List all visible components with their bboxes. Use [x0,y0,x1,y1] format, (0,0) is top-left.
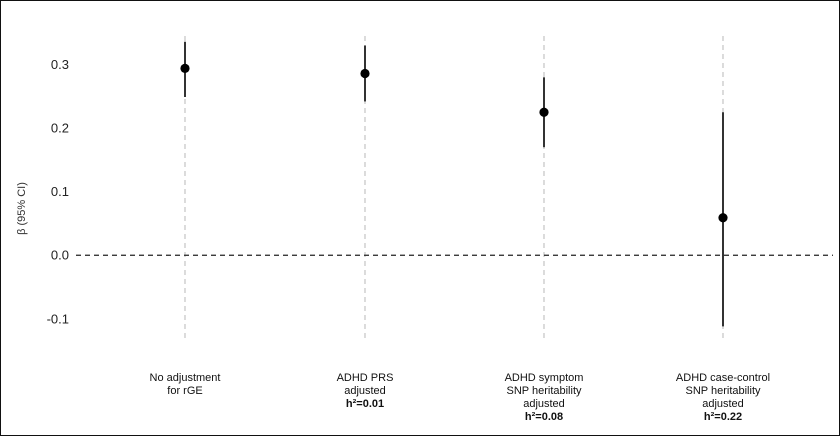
estimate-point [360,68,370,79]
x-category-label-line: adjusted [344,385,386,397]
y-tick-label: 0.2 [51,121,69,136]
x-category-label-line: ADHD symptom [504,372,584,384]
x-category-label-line: No adjustment [149,372,221,384]
heritability-label: h²=0.22 [703,411,743,423]
x-category-label: No adjustment for rGE [110,372,260,398]
heritability-label: h²=0.01 [345,398,385,410]
x-category-label-line: SNP heritability [506,385,582,397]
y-axis-ticks: 0.3 0.2 0.1 0.0 -0.1 [47,57,69,326]
x-category-label: ADHD case-control SNP heritability adjuste… [648,372,798,424]
y-tick-label: 0.0 [51,248,69,263]
gridlines [184,36,724,341]
heritability-label: h²=0.08 [524,411,564,423]
estimate-point [180,63,190,74]
x-category-label-line: for rGE [167,385,203,397]
x-category-label-line: ADHD PRS [336,372,394,384]
error-bars [184,41,724,327]
estimate-points [180,63,728,223]
x-category-label: ADHD symptom SNP heritability adjusted h²=0… [469,372,619,424]
x-category-label-line: SNP heritability [685,385,761,397]
x-category-label-line: adjusted [523,398,565,410]
y-axis-label: β (95% CI) [16,182,28,235]
y-tick-label: 0.3 [51,57,69,72]
x-category-label-line: ADHD case-control [675,372,771,384]
estimate-point [539,107,549,117]
y-tick-label: -0.1 [47,311,69,326]
y-tick-label: 0.1 [51,184,69,199]
estimate-point [718,213,728,223]
x-category-label: ADHD PRS adjusted h²=0.01 [290,372,440,411]
x-category-label-line: adjusted [702,398,744,410]
